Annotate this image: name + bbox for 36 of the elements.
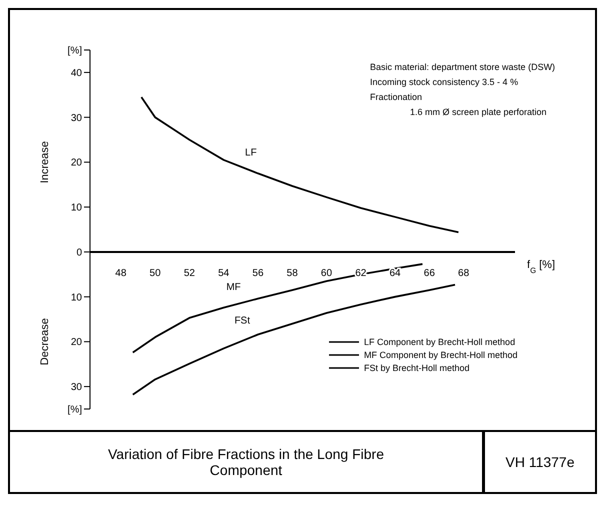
- y-tick-label: [%]: [68, 46, 82, 57]
- x-tick-label: 68: [458, 268, 470, 279]
- text: VH 11377e: [482, 432, 595, 492]
- annotation: Basic material: department store waste (DSW): [370, 62, 556, 72]
- x-tick-label: 56: [252, 268, 264, 279]
- y-tick-label: 20: [70, 337, 82, 348]
- legend-label: LF Component by Brecht-Holl method: [364, 337, 516, 348]
- y-tick-label: 10: [70, 202, 82, 214]
- x-tick-label: 66: [424, 268, 436, 279]
- y-tick-label: [%]: [68, 404, 82, 416]
- x-tick-label: 64: [389, 268, 402, 279]
- annotation: LF: [245, 147, 257, 158]
- annotation: MF: [226, 282, 241, 294]
- x-axis-title: f$_{G}$ [%]: [527, 258, 555, 274]
- y-tick-label: 30: [70, 382, 82, 394]
- y-tick-label: 20: [70, 158, 82, 169]
- annotation: FSt: [234, 316, 250, 327]
- y-tick-label: 30: [70, 112, 82, 124]
- annotation: Fractionation: [370, 92, 422, 102]
- x-tick-label: 54: [218, 268, 230, 279]
- x-tick-label: 52: [184, 268, 196, 279]
- x-tick-label: 60: [320, 268, 332, 279]
- legend-label: FSt by Brecht-Holl method: [364, 363, 470, 374]
- text: Decrease: [39, 318, 51, 366]
- annotation: Incoming stock consistency 3.5 - 4 %: [370, 77, 518, 87]
- line-series: [132, 263, 424, 354]
- x-tick-label: 48: [115, 268, 127, 279]
- annotation: 1.6 mm Ø screen plate perforation: [410, 107, 547, 117]
- y-tick-label: 0: [76, 247, 82, 258]
- y-tick-label: 10: [70, 292, 82, 304]
- y-tick-label: 40: [70, 68, 82, 79]
- y-axis-title: Increase: [39, 141, 51, 184]
- x-tick-label: 50: [150, 268, 162, 279]
- x-tick-label: 58: [286, 268, 298, 279]
- legend-label: MF Component by Brecht-Holl method: [364, 350, 518, 360]
- text: Variation of Fibre Fractions in the Long Fibre Component: [107, 445, 385, 480]
